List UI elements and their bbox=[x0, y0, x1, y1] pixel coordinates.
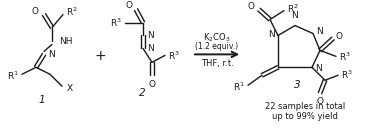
Text: N: N bbox=[291, 11, 298, 20]
Text: N: N bbox=[147, 31, 154, 40]
Text: +: + bbox=[94, 49, 106, 63]
Text: R$^2$: R$^2$ bbox=[287, 2, 299, 15]
Text: THF, r.t.: THF, r.t. bbox=[201, 59, 233, 68]
Text: R$^1$: R$^1$ bbox=[7, 70, 19, 82]
Text: N: N bbox=[147, 44, 154, 53]
Text: X: X bbox=[67, 84, 73, 93]
Text: 2: 2 bbox=[139, 88, 145, 98]
Text: R$^2$: R$^2$ bbox=[66, 5, 78, 18]
Text: R$^3$: R$^3$ bbox=[339, 50, 351, 63]
Text: O: O bbox=[336, 32, 343, 41]
Text: 3: 3 bbox=[294, 80, 300, 90]
Text: 1: 1 bbox=[39, 95, 45, 105]
Text: (1.2 equiv.): (1.2 equiv.) bbox=[195, 42, 239, 51]
Text: 22 samples in total: 22 samples in total bbox=[265, 102, 345, 111]
Text: O: O bbox=[125, 1, 132, 10]
Text: NH: NH bbox=[59, 37, 73, 46]
Text: O: O bbox=[316, 97, 324, 106]
Text: O: O bbox=[149, 80, 155, 89]
Text: R$^1$: R$^1$ bbox=[233, 81, 245, 93]
Text: N: N bbox=[316, 27, 323, 36]
Text: O: O bbox=[32, 7, 39, 16]
Text: R$^3$: R$^3$ bbox=[168, 49, 180, 62]
Text: O: O bbox=[248, 2, 255, 11]
Text: N: N bbox=[315, 64, 322, 73]
Text: N: N bbox=[268, 30, 275, 39]
Text: R$^3$: R$^3$ bbox=[110, 16, 122, 29]
Text: up to 99% yield: up to 99% yield bbox=[272, 112, 338, 121]
Text: R$^3$: R$^3$ bbox=[341, 69, 353, 82]
Text: N: N bbox=[48, 50, 55, 59]
Text: K$_2$CO$_3$: K$_2$CO$_3$ bbox=[203, 31, 231, 44]
